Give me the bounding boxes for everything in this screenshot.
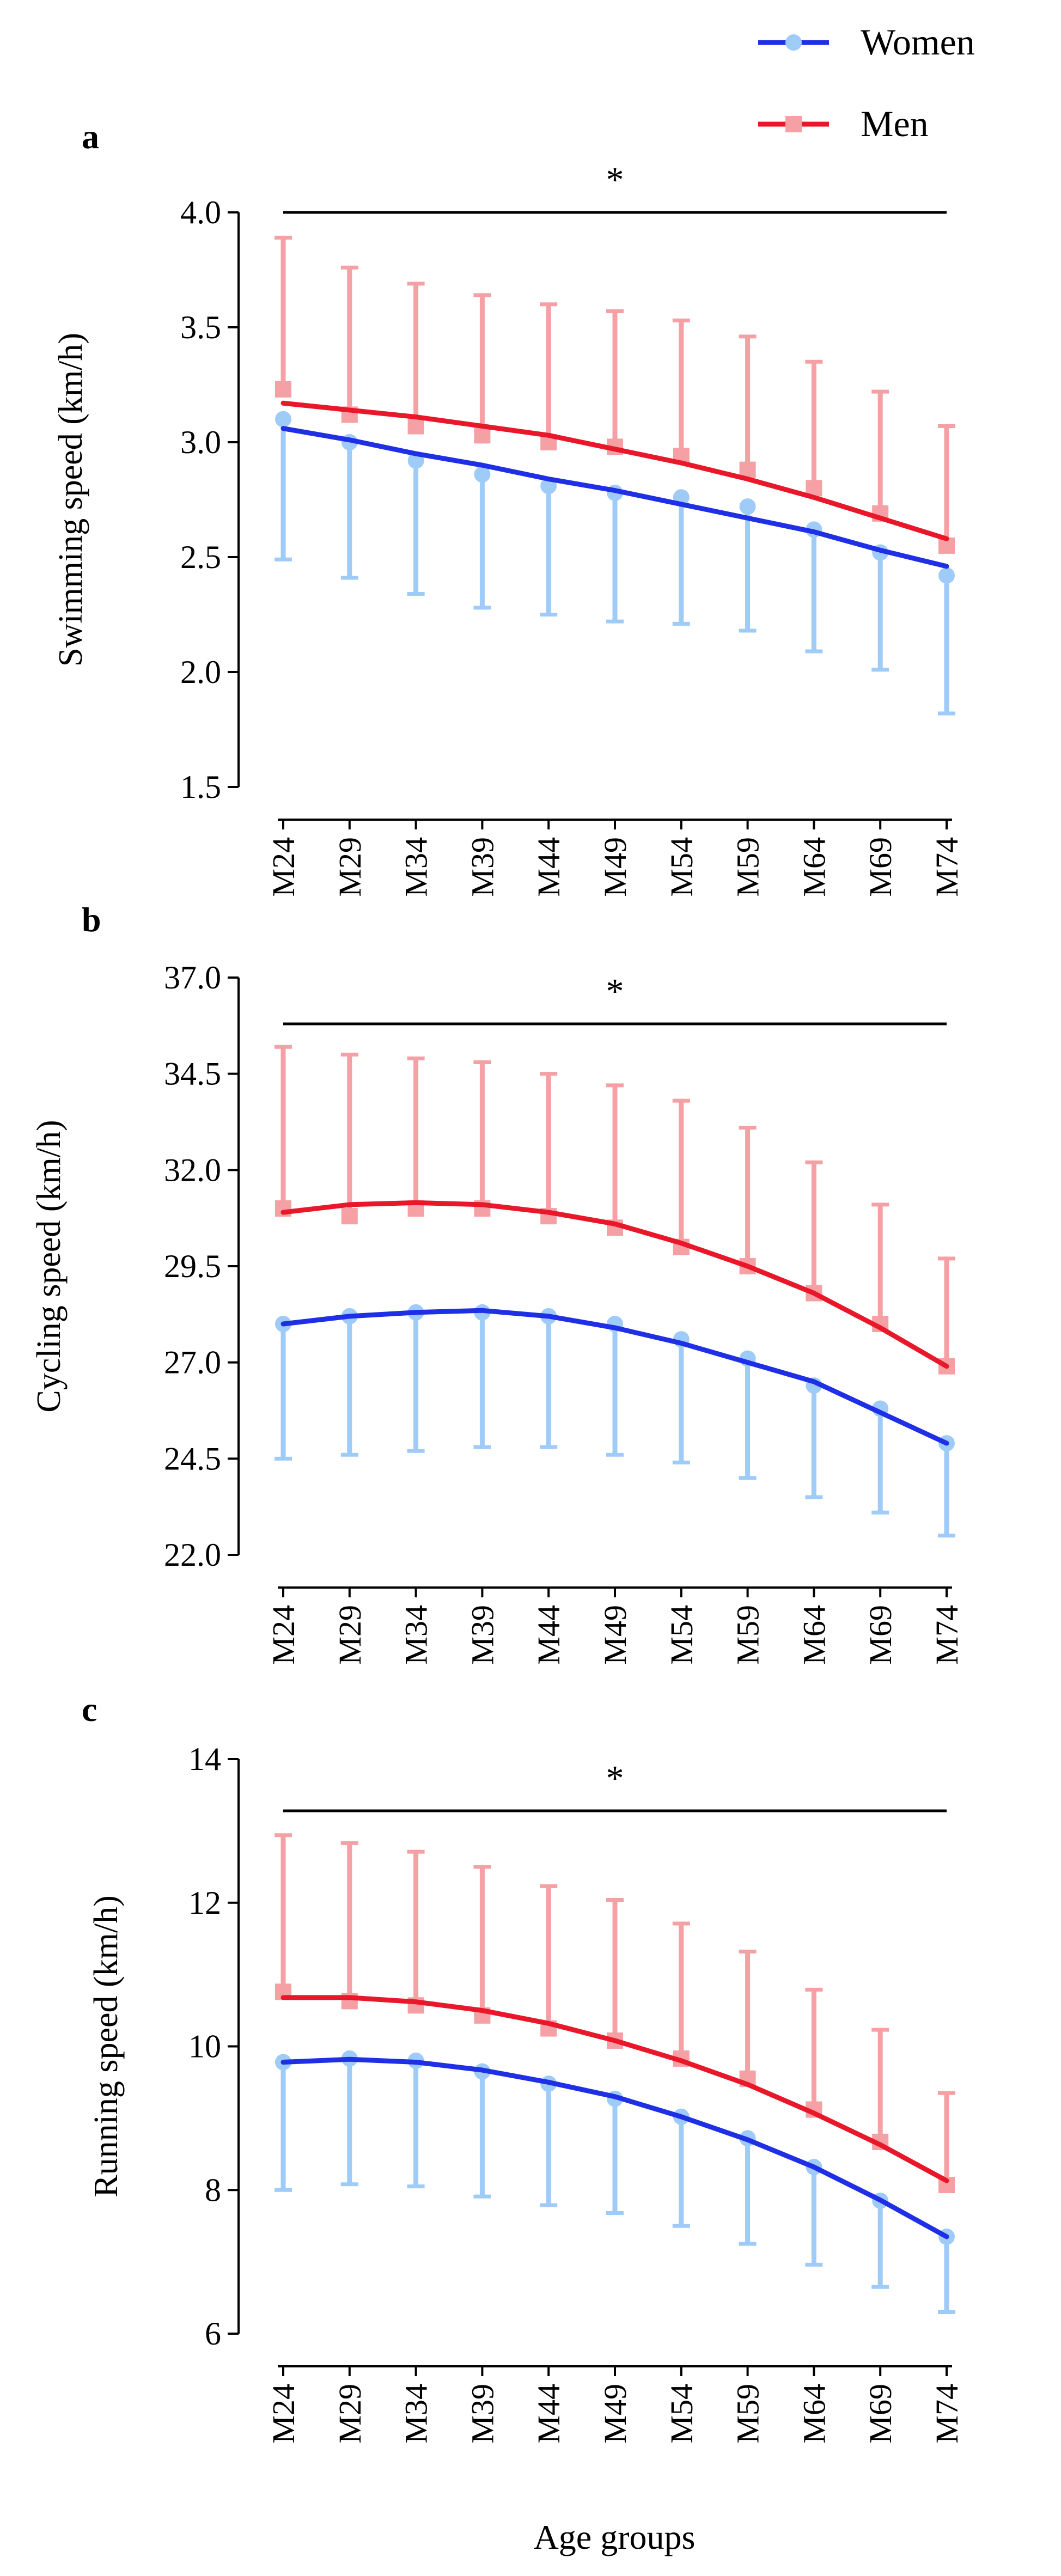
x-tick-label: M39 [465, 837, 500, 897]
x-tick-label: M44 [531, 837, 566, 897]
panel-label-b: b [82, 900, 101, 939]
x-tick-label: M29 [332, 837, 368, 897]
x-tick-label: M49 [597, 1605, 633, 1665]
women-trend-line [281, 1308, 949, 1446]
men-mean-point [474, 427, 491, 444]
x-tick-label: M69 [863, 2384, 898, 2444]
y-tick-label: 3.5 [180, 309, 221, 345]
x-tick-label: M64 [796, 1605, 832, 1665]
legend-entry-men: Men [758, 103, 929, 144]
women-mean-point [739, 498, 756, 515]
x-tick-label: M74 [929, 837, 965, 897]
x-tick-label: M39 [465, 1605, 500, 1665]
y-axis-label: Cycling speed (km/h) [31, 1120, 68, 1412]
x-tick-label: M59 [730, 2384, 766, 2444]
x-axis-label: Age groups [534, 2518, 696, 2556]
y-tick-label: 22.0 [164, 1537, 221, 1573]
running-speed-panel: 6 8 10 12 14 M24 M29 M34 M39 M44 M49 M54 M59 M64 M69 M7… [88, 1741, 965, 2444]
x-tick-label: M49 [597, 837, 633, 897]
legend-entry-women: Women [758, 21, 975, 63]
legend: Women Men [758, 21, 975, 144]
y-tick-label: 2.0 [180, 654, 221, 690]
cycling-speed-panel: 22.0 24.5 27.0 29.5 32.0 34.5 37.0 M24 M29 M34 M39… [31, 960, 965, 1665]
swimming-speed-panel: 1.5 2.0 2.5 3.0 3.5 4.0 M24 M29 M34 M39 M44 M49 M54 M… [52, 160, 965, 897]
men-mean-point [341, 1208, 358, 1225]
y-tick-label: 12 [188, 1885, 221, 1921]
panel-label-a: a [82, 117, 99, 156]
women-trend-line [281, 2056, 949, 2239]
y-tick-label: 6 [205, 2316, 221, 2352]
x-tick-label: M24 [266, 1605, 301, 1665]
x-tick-label: M54 [664, 2384, 699, 2444]
x-tick-label: M54 [664, 837, 699, 897]
significance-asterisk: * [606, 160, 624, 200]
x-tick-label: M59 [730, 1605, 766, 1665]
y-tick-label: 29.5 [164, 1248, 221, 1284]
x-tick-label: M59 [730, 837, 766, 897]
women-trend-line [281, 426, 949, 569]
y-tick-label: 37.0 [164, 960, 221, 996]
legend-men-marker [785, 116, 802, 132]
x-tick-label: M44 [531, 2384, 566, 2444]
x-tick-label: M39 [465, 2384, 500, 2444]
y-axis-label: Swimming speed (km/h) [52, 333, 89, 667]
x-tick-label: M24 [266, 837, 301, 897]
panel-label-c: c [82, 1690, 97, 1729]
x-tick-label: M29 [332, 2384, 368, 2444]
y-tick-label: 32.0 [164, 1152, 221, 1188]
y-tick-label: 14 [188, 1741, 221, 1777]
x-tick-label: M49 [597, 2384, 633, 2444]
significance-asterisk: * [606, 972, 624, 1011]
x-tick-label: M44 [531, 1605, 566, 1665]
x-tick-label: M74 [929, 1605, 965, 1665]
men-trend-line [281, 1200, 949, 1369]
x-tick-label: M54 [664, 1605, 699, 1665]
x-tick-label: M64 [796, 837, 832, 897]
y-tick-label: 34.5 [164, 1056, 221, 1092]
men-mean-point [407, 418, 424, 435]
men-trend-line [281, 1995, 949, 2183]
x-tick-label: M29 [332, 1605, 368, 1665]
x-tick-label: M74 [929, 2384, 965, 2444]
y-tick-label: 10 [188, 2029, 221, 2065]
x-tick-label: M64 [796, 2384, 832, 2444]
y-tick-label: 27.0 [164, 1345, 221, 1381]
men-mean-point [275, 381, 291, 398]
women-mean-point [938, 567, 955, 584]
y-tick-label: 2.5 [180, 539, 221, 575]
legend-women-marker [785, 34, 802, 51]
y-tick-label: 24.5 [164, 1440, 221, 1476]
x-tick-label: M34 [399, 837, 434, 897]
women-mean-point [275, 411, 291, 428]
x-tick-label: M34 [399, 2384, 434, 2444]
y-tick-label: 1.5 [180, 769, 221, 805]
significance-asterisk: * [606, 1759, 624, 1798]
women-mean-point [474, 466, 491, 483]
x-tick-label: M69 [863, 837, 898, 897]
x-tick-label: M24 [266, 2384, 301, 2444]
legend-women-label: Women [861, 21, 975, 63]
x-tick-label: M34 [399, 1605, 434, 1665]
x-tick-label: M69 [863, 1605, 898, 1665]
y-tick-label: 3.0 [180, 424, 221, 460]
y-tick-label: 4.0 [180, 194, 221, 230]
y-axis-label: Running speed (km/h) [88, 1895, 125, 2197]
men-trend-line [281, 400, 949, 541]
y-tick-label: 8 [205, 2172, 221, 2208]
legend-men-label: Men [861, 103, 929, 144]
